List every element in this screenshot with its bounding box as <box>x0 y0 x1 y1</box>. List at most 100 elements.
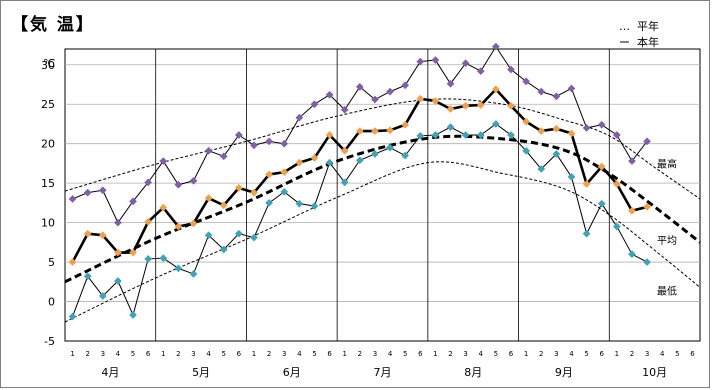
series-max-point <box>280 139 289 148</box>
period-tick-label: 1 <box>524 350 528 358</box>
series-avg-point <box>68 258 77 267</box>
month-label: 7月 <box>374 366 392 379</box>
series-max-point <box>340 105 349 114</box>
period-tick-label: 2 <box>358 350 362 358</box>
period-tick-label: 5 <box>494 350 498 358</box>
y-tick-label: 20 <box>41 138 55 151</box>
month-label: 10月 <box>642 366 667 379</box>
series-avg-point <box>174 222 183 231</box>
legend-label-normal: 平年 <box>637 20 659 33</box>
series-min-point <box>204 231 213 240</box>
y-tick-label: 30 <box>41 59 55 72</box>
legend: … 平年 ー本年 <box>619 19 659 51</box>
series-max-point <box>250 141 258 150</box>
period-tick-label: 4 <box>479 350 484 358</box>
series-label-min: 最低 <box>657 284 677 297</box>
series-min-point <box>355 156 364 165</box>
series-min-point <box>68 312 77 321</box>
series-avg-point <box>476 101 485 109</box>
period-tick-label: 6 <box>327 350 332 358</box>
series-max-point <box>582 123 591 132</box>
period-tick-label: 2 <box>267 350 271 358</box>
series-min-point <box>567 172 576 181</box>
series-avg-point <box>370 127 379 136</box>
series-avg-point <box>537 127 546 136</box>
chart-title: 【気 温】 <box>11 15 95 35</box>
series-min-point <box>129 311 137 319</box>
month-label: 9月 <box>555 366 573 379</box>
period-tick-label: 2 <box>176 350 180 358</box>
period-tick-label: 6 <box>599 350 604 358</box>
series-min-point <box>295 199 304 208</box>
series-min-point <box>537 165 546 173</box>
series-min-point <box>461 131 470 139</box>
series-max-point <box>552 92 561 101</box>
series-avg-point <box>416 94 425 103</box>
legend-item-normal: … 平年 <box>619 19 659 35</box>
period-tick-label: 6 <box>146 350 151 358</box>
series-max-point <box>431 56 440 65</box>
series-avg-point <box>234 183 243 192</box>
series-max-point <box>174 180 183 189</box>
series-min-point <box>552 150 561 158</box>
normal-max-line <box>64 98 701 200</box>
series-avg-point <box>189 219 198 228</box>
month-label: 4月 <box>101 366 119 379</box>
period-tick-label: 6 <box>237 350 242 358</box>
series-avg-point <box>83 229 92 238</box>
series-avg-point <box>98 231 107 240</box>
series-min-point <box>174 264 183 273</box>
series-max-point <box>310 100 319 109</box>
series-max-point <box>83 188 92 197</box>
series-max-point <box>68 194 77 203</box>
period-tick-label: 5 <box>131 350 135 358</box>
series-min-point <box>144 254 153 263</box>
period-tick-label: 5 <box>675 350 679 358</box>
series-min-point <box>83 272 92 281</box>
period-tick-label: 1 <box>70 350 74 358</box>
series-avg-point <box>507 101 515 110</box>
series-max-point <box>159 157 168 166</box>
series-avg-point <box>461 101 470 110</box>
y-tick-label: 5 <box>48 256 55 269</box>
period-tick-label: 4 <box>297 350 302 358</box>
period-tick-label: 6 <box>509 350 514 358</box>
series-max-point <box>386 87 395 96</box>
period-tick-label: 4 <box>660 350 665 358</box>
series-label-max: 最高 <box>657 157 677 170</box>
series-min-point <box>612 222 621 231</box>
series-avg-point <box>401 120 410 129</box>
series-min-point <box>628 250 636 259</box>
series-max-point <box>597 120 606 129</box>
series-max-point <box>234 131 243 139</box>
series-max-point <box>612 131 621 139</box>
y-tick-label: 15 <box>41 177 55 190</box>
series-min-point <box>310 202 319 211</box>
period-tick-label: 2 <box>448 350 452 358</box>
series-max-point <box>628 157 636 166</box>
series-min-point <box>340 178 349 187</box>
series-avg-point <box>325 131 334 139</box>
legend-symbol-dotted: … <box>619 20 630 33</box>
series-min-point <box>582 229 591 238</box>
period-tick-label: 5 <box>584 350 588 358</box>
series-min-point <box>643 258 652 267</box>
period-tick-label: 2 <box>630 350 634 358</box>
series-min-point <box>507 131 515 139</box>
series-min-point <box>522 146 531 155</box>
series-min-point <box>159 254 168 263</box>
month-label: 5月 <box>192 366 210 379</box>
series-min-point <box>386 143 395 152</box>
series-min-point <box>219 245 228 254</box>
series-max-point <box>461 59 470 68</box>
series-avg-point <box>310 153 319 162</box>
series-avg-point <box>567 129 576 138</box>
series-max-point <box>265 137 274 146</box>
y-tick-label: 25 <box>41 98 55 111</box>
series-avg-point <box>204 194 213 203</box>
period-tick-label: 3 <box>101 350 105 358</box>
period-tick-label: 4 <box>569 350 574 358</box>
period-tick-label: 4 <box>116 350 121 358</box>
period-tick-label: 2 <box>539 350 543 358</box>
